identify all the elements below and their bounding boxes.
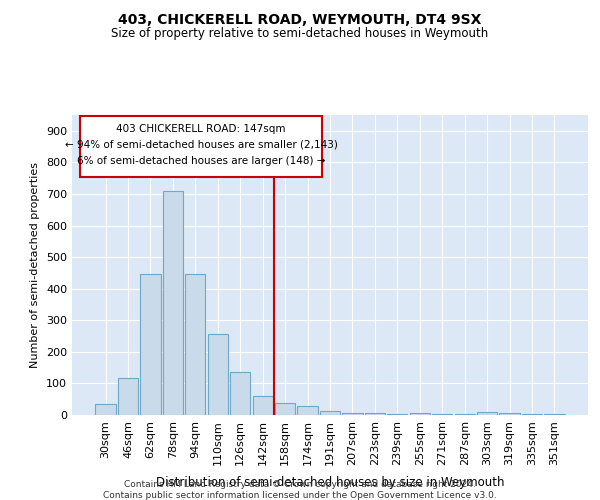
Bar — [343, 414, 362, 415]
Bar — [410, 414, 430, 415]
Text: 6% of semi-detached houses are larger (148) →: 6% of semi-detached houses are larger (1… — [77, 156, 325, 166]
Text: Contains public sector information licensed under the Open Government Licence v3: Contains public sector information licen… — [103, 491, 497, 500]
Bar — [387, 414, 407, 415]
Bar — [140, 274, 161, 415]
Bar — [544, 414, 565, 415]
Bar — [118, 378, 138, 415]
Text: 403 CHICKERELL ROAD: 147sqm: 403 CHICKERELL ROAD: 147sqm — [116, 124, 286, 134]
Bar — [163, 191, 183, 415]
Bar — [455, 414, 475, 415]
Text: ← 94% of semi-detached houses are smaller (2,143): ← 94% of semi-detached houses are smalle… — [65, 140, 337, 149]
Text: Contains HM Land Registry data © Crown copyright and database right 2024.: Contains HM Land Registry data © Crown c… — [124, 480, 476, 489]
Bar — [208, 334, 228, 415]
Bar — [522, 414, 542, 415]
Y-axis label: Number of semi-detached properties: Number of semi-detached properties — [31, 162, 40, 368]
Bar — [298, 406, 317, 415]
Bar — [477, 412, 497, 415]
Bar — [185, 274, 205, 415]
Text: Size of property relative to semi-detached houses in Weymouth: Size of property relative to semi-detach… — [112, 28, 488, 40]
Bar — [432, 414, 452, 415]
Text: 403, CHICKERELL ROAD, WEYMOUTH, DT4 9SX: 403, CHICKERELL ROAD, WEYMOUTH, DT4 9SX — [118, 12, 482, 26]
Bar — [95, 404, 116, 415]
Bar — [275, 403, 295, 415]
Bar — [499, 414, 520, 415]
Bar — [320, 411, 340, 415]
X-axis label: Distribution of semi-detached houses by size in Weymouth: Distribution of semi-detached houses by … — [156, 476, 504, 489]
FancyBboxPatch shape — [80, 116, 322, 176]
Bar — [365, 414, 385, 415]
Bar — [253, 396, 273, 415]
Bar — [230, 372, 250, 415]
